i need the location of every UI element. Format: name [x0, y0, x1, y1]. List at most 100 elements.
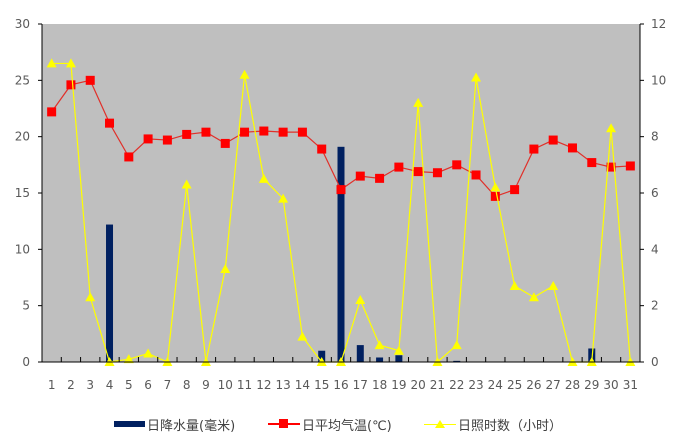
temperature-marker	[66, 80, 76, 90]
x-tick-label: 7	[164, 378, 172, 392]
sunshine-marker	[258, 173, 269, 183]
square-marker-icon	[268, 419, 300, 429]
x-axis-ticks: 1 2 3 4 5 6 7 8 9 10 11 12 13 14 15 16 17 18 19 20 21 22 23 24 2…	[41, 357, 641, 392]
x-tick-label: 19	[391, 378, 406, 392]
sunshine-marker	[490, 182, 501, 192]
x-tick-label: 6	[144, 378, 152, 392]
temperature-marker	[85, 75, 95, 85]
temperature-marker	[240, 127, 250, 137]
left-tick-label: 0	[22, 355, 30, 369]
temperature-line	[47, 75, 635, 201]
temperature-marker	[201, 127, 211, 137]
precipitation-bar	[376, 357, 384, 362]
temperature-marker	[259, 126, 269, 136]
sunshine-marker	[143, 348, 154, 358]
temperature-marker	[124, 152, 134, 162]
right-axis-ticks: 0 2 4 6 8 10 12	[640, 17, 666, 369]
temperature-marker	[490, 191, 500, 201]
right-tick-label: 8	[651, 130, 659, 144]
x-tick-label: 17	[353, 378, 368, 392]
temperature-marker	[510, 185, 520, 195]
x-tick-label: 18	[372, 378, 387, 392]
temperature-marker	[143, 134, 153, 144]
sunshine-marker	[393, 345, 404, 355]
x-tick-label: 11	[237, 378, 252, 392]
x-tick-label: 25	[507, 378, 522, 392]
x-tick-label: 9	[202, 378, 210, 392]
left-axis-ticks: 0 5 10 15 20 25 30	[15, 17, 42, 369]
temperature-marker	[471, 170, 481, 180]
x-tick-label: 4	[106, 378, 114, 392]
temperature-marker	[105, 118, 115, 128]
left-tick-label: 15	[15, 186, 30, 200]
temperature-marker	[394, 162, 404, 172]
x-tick-label: 15	[314, 378, 329, 392]
x-tick-label: 16	[333, 378, 348, 392]
temperature-marker	[317, 144, 327, 154]
sunshine-marker	[297, 331, 308, 341]
temperature-marker	[606, 162, 616, 172]
sunshine-marker	[46, 58, 57, 68]
temperature-marker	[413, 167, 423, 177]
legend-item-sunshine: 日照时数（小时）	[424, 412, 562, 436]
x-tick-label: 22	[449, 378, 464, 392]
sunshine-marker	[606, 123, 617, 133]
sunshine-marker	[65, 58, 76, 68]
x-tick-label: 2	[67, 378, 75, 392]
legend-label: 日降水量(毫米)	[147, 418, 236, 434]
temperature-marker	[567, 143, 577, 153]
x-tick-label: 29	[584, 378, 599, 392]
triangle-marker-icon	[424, 419, 456, 429]
temperature-marker	[375, 173, 385, 183]
left-tick-label: 10	[15, 242, 30, 256]
x-tick-label: 8	[183, 378, 191, 392]
x-tick-label: 14	[295, 378, 310, 392]
x-tick-label: 30	[603, 378, 618, 392]
precipitation-bar	[337, 146, 345, 362]
legend-item-precipitation: 日降水量(毫米)	[114, 412, 235, 436]
temperature-marker	[182, 129, 192, 139]
sunshine-marker	[220, 264, 231, 274]
sunshine-marker	[548, 280, 559, 290]
sunshine-marker	[528, 292, 539, 302]
legend-label: 日平均气温(℃)	[302, 418, 392, 434]
legend-label: 日照时数（小时）	[458, 418, 563, 434]
precipitation-bar	[106, 224, 114, 362]
x-tick-label: 24	[488, 378, 503, 392]
x-tick-label: 3	[86, 378, 94, 392]
sunshine-marker	[509, 280, 520, 290]
precipitation-bar	[395, 355, 403, 362]
temperature-marker	[220, 138, 230, 148]
legend: 日降水量(毫米) 日平均气温(℃) 日照时数（小时）	[0, 412, 680, 436]
temperature-marker	[47, 107, 57, 117]
x-tick-label: 12	[256, 378, 271, 392]
temperature-marker	[336, 185, 346, 195]
right-tick-label: 10	[651, 73, 666, 87]
sunshine-marker	[278, 193, 289, 203]
temperature-marker	[529, 144, 539, 154]
right-tick-label: 6	[651, 186, 659, 200]
temperature-marker	[278, 127, 288, 137]
precipitation-bar	[318, 350, 326, 362]
x-tick-label: 21	[430, 378, 445, 392]
temperature-marker	[297, 127, 307, 137]
sunshine-marker	[413, 97, 424, 107]
sunshine-marker	[239, 69, 250, 79]
right-tick-label: 4	[651, 242, 659, 256]
left-tick-label: 25	[15, 73, 30, 87]
right-tick-label: 12	[651, 17, 666, 31]
x-tick-label: 27	[546, 378, 561, 392]
temperature-marker	[548, 135, 558, 145]
right-tick-label: 2	[651, 299, 659, 313]
sunshine-marker	[181, 179, 192, 189]
temperature-marker	[432, 168, 442, 178]
x-tick-label: 1	[48, 378, 56, 392]
sunshine-marker	[471, 72, 482, 82]
x-tick-label: 5	[125, 378, 133, 392]
left-tick-label: 5	[22, 299, 30, 313]
sunshine-marker	[374, 340, 385, 350]
legend-item-temperature: 日平均气温(℃)	[268, 412, 392, 436]
sunshine-marker	[451, 340, 462, 350]
temperature-marker	[452, 160, 462, 170]
x-tick-label: 13	[275, 378, 290, 392]
